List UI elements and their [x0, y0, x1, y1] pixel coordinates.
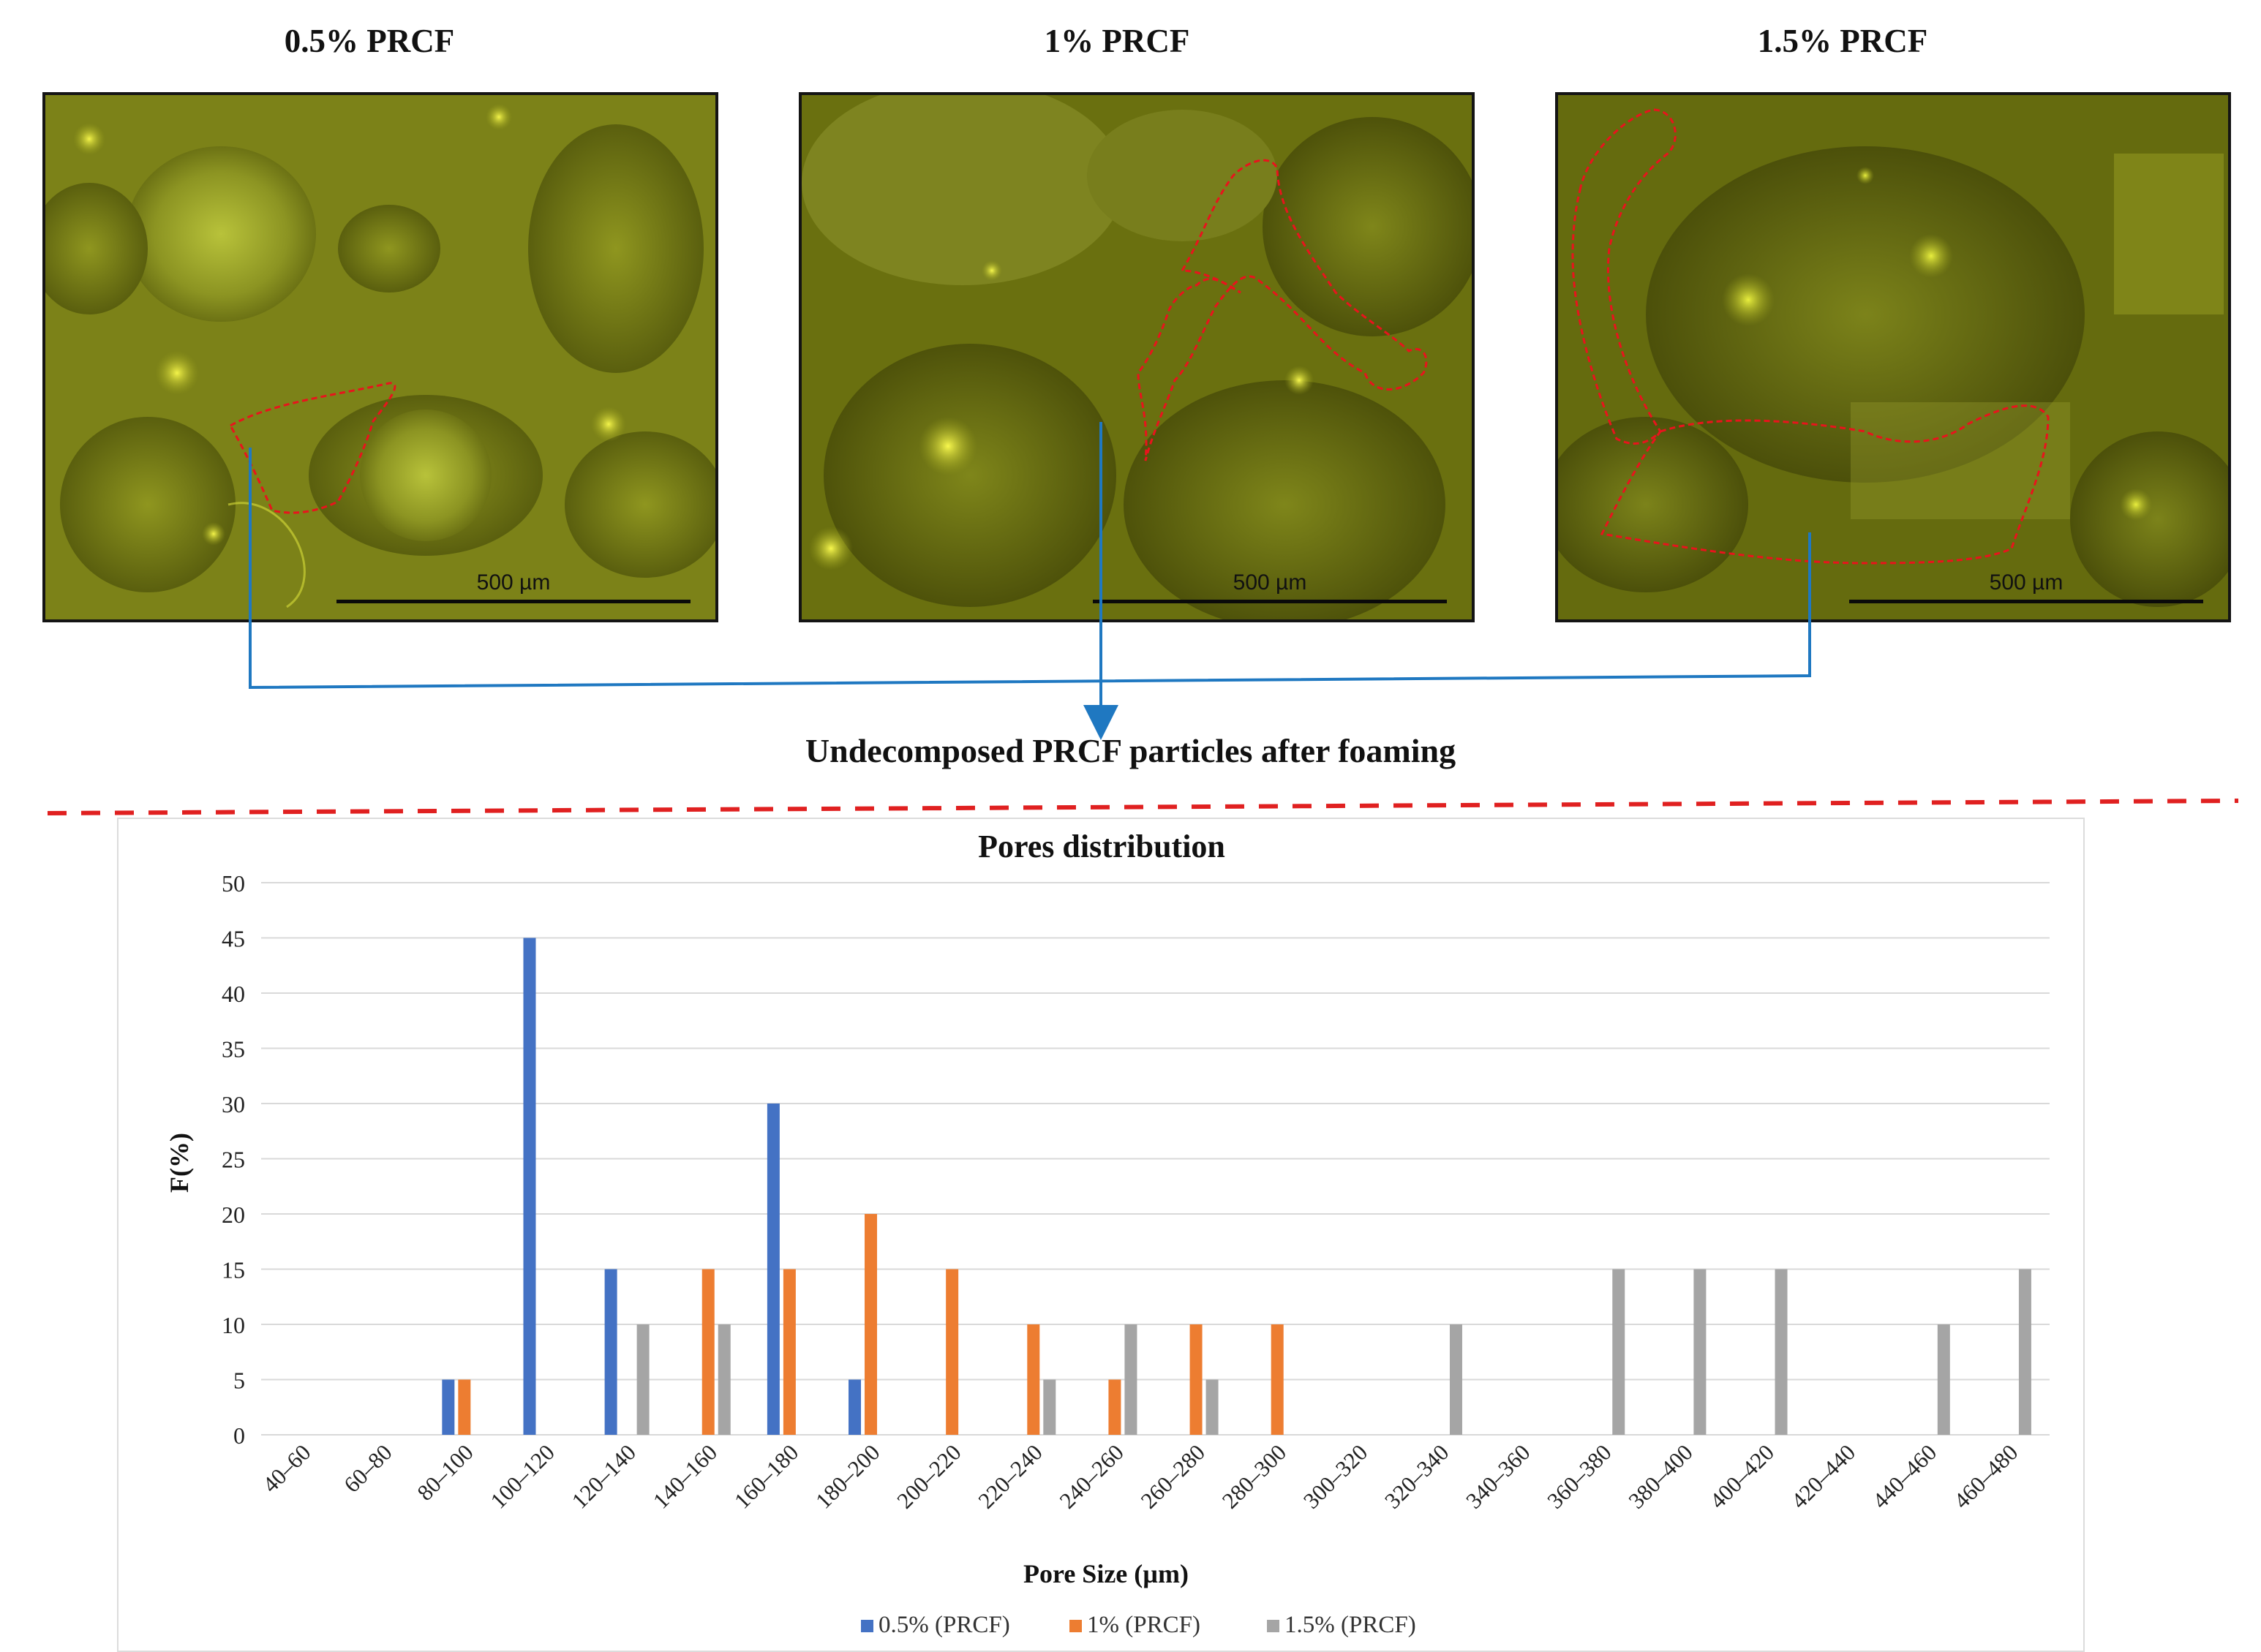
bar-3-140–160 — [718, 1324, 731, 1435]
x-tick-label: 420–440 — [1786, 1439, 1860, 1513]
y-axis-label: F(%) — [165, 1133, 194, 1193]
x-tick-label: 100–120 — [485, 1439, 559, 1513]
x-tick-label: 320–340 — [1380, 1439, 1453, 1513]
micrograph-image — [802, 95, 1472, 619]
bar-2-140–160 — [701, 1269, 715, 1435]
x-axis-label: Pore Size (µm) — [1023, 1559, 1189, 1588]
bar-2-220–240 — [1027, 1324, 1040, 1435]
panel-title-0.5: 0.5% PRCF — [284, 23, 455, 59]
y-tick-label: 25 — [222, 1147, 245, 1173]
legend-label-2: 1% (PRCF) — [1087, 1612, 1200, 1638]
x-tick-label: 300–320 — [1298, 1439, 1372, 1513]
bar-2-200–220 — [946, 1269, 959, 1435]
scale-bar — [1849, 600, 2203, 603]
chart-title: Pores distribution — [978, 829, 1225, 864]
x-tick-label: 120–140 — [567, 1439, 641, 1513]
y-tick-label: 45 — [222, 926, 245, 952]
legend-swatch-3 — [1267, 1620, 1279, 1632]
x-tick-label: 360–380 — [1542, 1439, 1616, 1513]
bar-3-320–340 — [1449, 1324, 1462, 1435]
callout-label: Undecomposed PRCF particles after foamin… — [805, 732, 1456, 769]
micrograph-image — [1558, 95, 2228, 619]
bar-2-180–200 — [865, 1214, 878, 1435]
micrograph-1.5-prcf: 500 µm — [1555, 92, 2231, 622]
bar-2-80–100 — [458, 1379, 471, 1435]
bar-1-160–180 — [767, 1104, 780, 1435]
x-tick-label: 140–160 — [648, 1439, 722, 1513]
y-tick-label: 40 — [222, 981, 245, 1007]
bar-2-280–300 — [1271, 1324, 1284, 1435]
x-axis-ticks: 40–60 60–80 80–100 100–120 120–140 140–160 160… — [257, 1439, 2023, 1513]
bar-1-120–140 — [604, 1269, 617, 1435]
y-tick-label: 35 — [222, 1036, 245, 1063]
micrograph-0.5-prcf: 500 µm — [42, 92, 718, 622]
scale-bar-label: 500 µm — [1989, 570, 2064, 595]
bar-2-160–180 — [783, 1269, 796, 1435]
micrograph-1-prcf: 500 µm — [799, 92, 1475, 622]
bar-3-440–460 — [1937, 1324, 1950, 1435]
micrograph-image — [45, 95, 715, 619]
legend: 0.5% (PRCF) 1% (PRCF) 1.5% (PRCF) — [861, 1612, 1416, 1638]
bar-2-240–260 — [1108, 1379, 1121, 1435]
pores-distribution-chart: Pores distribution 05101520253035404550 … — [165, 829, 2050, 1638]
legend-label-1: 0.5% (PRCF) — [879, 1612, 1010, 1638]
bar-3-120–140 — [636, 1324, 650, 1435]
scale-bar-label: 500 µm — [1233, 570, 1307, 595]
bars — [442, 938, 2031, 1435]
y-tick-label: 20 — [222, 1202, 245, 1228]
bar-3-240–260 — [1124, 1324, 1137, 1435]
bar-1-180–200 — [849, 1379, 862, 1435]
scale-bar — [1093, 600, 1447, 603]
y-tick-label: 50 — [222, 870, 245, 897]
x-tick-label: 460–480 — [1949, 1439, 2023, 1513]
x-tick-label: 260–280 — [1136, 1439, 1210, 1513]
x-tick-label: 80–100 — [412, 1439, 478, 1506]
legend-swatch-2 — [1069, 1620, 1082, 1632]
scale-bar — [336, 600, 691, 603]
bar-1-100–120 — [523, 938, 536, 1435]
y-tick-label: 30 — [222, 1091, 245, 1117]
gridlines — [261, 882, 2050, 1436]
y-axis-ticks: 0 5 10 15 20 25 30 35 40 45 50 — [222, 870, 245, 1449]
x-tick-label: 380–400 — [1623, 1439, 1697, 1513]
callout-connector — [47, 422, 2239, 815]
bar-3-220–240 — [1043, 1379, 1056, 1435]
legend-swatch-1 — [861, 1620, 873, 1632]
x-tick-label: 60–80 — [339, 1439, 397, 1498]
bar-3-380–400 — [1693, 1269, 1707, 1435]
x-tick-label: 340–360 — [1461, 1439, 1535, 1513]
x-tick-label: 400–420 — [1705, 1439, 1779, 1513]
x-tick-label: 40–60 — [257, 1439, 316, 1498]
bar-2-260–280 — [1189, 1324, 1203, 1435]
bar-3-460–480 — [2018, 1269, 2031, 1435]
scale-bar-label: 500 µm — [476, 570, 551, 595]
x-tick-label: 280–300 — [1217, 1439, 1291, 1513]
x-tick-label: 180–200 — [810, 1439, 884, 1513]
y-tick-label: 15 — [222, 1257, 245, 1283]
x-tick-label: 240–260 — [1054, 1439, 1128, 1513]
x-tick-label: 200–220 — [892, 1439, 966, 1513]
section-divider — [47, 799, 2239, 815]
chart-panel: Pores distribution 0 5 10 15 20 25 30 35 40 45 50 … — [117, 818, 2085, 1652]
x-tick-label: 440–460 — [1867, 1439, 1941, 1513]
panel-title-1: 1% PRCF — [1044, 23, 1190, 59]
y-tick-label: 5 — [233, 1368, 245, 1394]
y-tick-label: 10 — [222, 1312, 245, 1338]
legend-label-3: 1.5% (PRCF) — [1284, 1612, 1416, 1638]
bar-3-260–280 — [1205, 1379, 1219, 1435]
connector-line — [249, 448, 1811, 690]
bar-1-80–100 — [442, 1379, 455, 1435]
bar-3-360–380 — [1612, 1269, 1625, 1435]
bar-3-400–420 — [1775, 1269, 1788, 1435]
panel-title-1.5: 1.5% PRCF — [1757, 23, 1928, 59]
y-tick-label: 0 — [233, 1422, 245, 1449]
x-tick-label: 220–240 — [973, 1439, 1047, 1513]
x-tick-label: 160–180 — [729, 1439, 803, 1513]
